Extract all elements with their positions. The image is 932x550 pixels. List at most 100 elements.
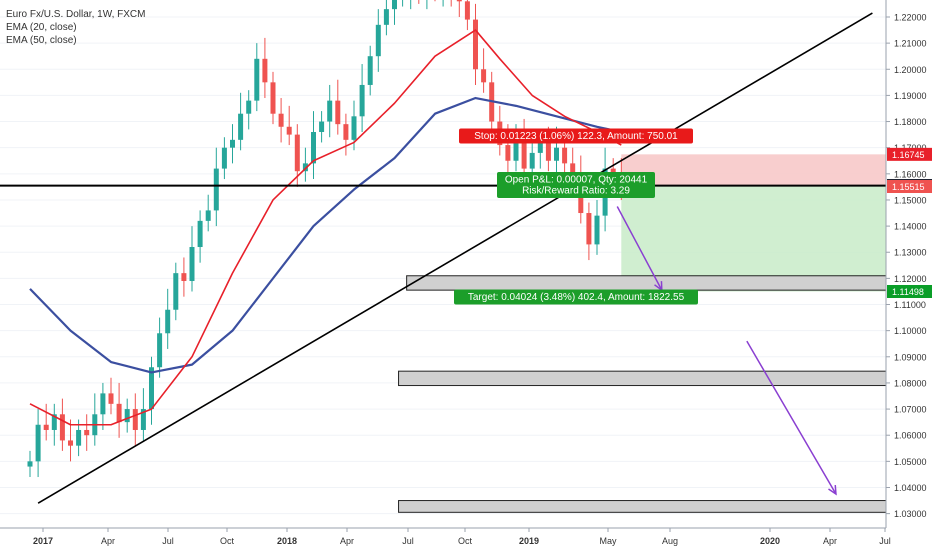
support-zones[interactable] xyxy=(398,275,932,513)
candle-42 xyxy=(367,56,373,85)
support-zone-1[interactable] xyxy=(406,275,932,291)
x-tick-2: Jul xyxy=(162,536,174,546)
candle-34 xyxy=(302,163,308,172)
candle-61 xyxy=(521,134,527,169)
trendline[interactable] xyxy=(37,12,873,504)
stop-zone xyxy=(621,154,897,186)
candle-36 xyxy=(319,121,325,132)
x-tick-12: Apr xyxy=(823,536,837,546)
x-tick-5: Apr xyxy=(340,536,354,546)
y-tick-10: 1.12000 xyxy=(894,274,927,284)
ema20-line xyxy=(29,29,622,426)
candle-72 xyxy=(610,168,616,174)
candle-24 xyxy=(221,147,227,169)
candle-27 xyxy=(246,100,252,114)
candle-53 xyxy=(456,0,462,2)
y-tick-11: 1.11000 xyxy=(894,300,926,310)
candle-29 xyxy=(262,58,268,83)
candle-3 xyxy=(51,414,57,430)
y-tick-12: 1.10000 xyxy=(894,326,927,336)
arrow-head-2 xyxy=(828,484,837,496)
y-tick-8: 1.14000 xyxy=(894,222,927,232)
ema50-line xyxy=(29,96,622,374)
y-tick-16: 1.06000 xyxy=(894,431,927,441)
price-tag-4 xyxy=(887,284,932,298)
candle-63 xyxy=(537,142,543,153)
x-tick-10: Aug xyxy=(662,536,678,546)
candle-20 xyxy=(189,247,195,281)
candle-39 xyxy=(343,124,349,140)
candle-67 xyxy=(570,163,576,177)
price-axis-bg xyxy=(886,0,932,550)
position-zones xyxy=(621,154,897,292)
candle-30 xyxy=(270,82,276,114)
candle-32 xyxy=(286,126,292,135)
candle-70 xyxy=(594,215,600,245)
x-tick-3: Oct xyxy=(220,536,235,546)
candle-23 xyxy=(213,168,219,211)
candle-14 xyxy=(140,409,146,430)
candle-26 xyxy=(238,113,244,140)
candle-10 xyxy=(108,393,114,404)
price-tag-label-3: 1.15515 xyxy=(892,182,925,192)
drawing-lines[interactable] xyxy=(0,12,886,504)
chart-legend: Euro Fx/U.S. Dollar, 1W, FXCM EMA (20, c… xyxy=(6,8,145,47)
risk-reward-label: Risk/Reward Ratio: 3.29 xyxy=(522,186,630,197)
y-tick-6: 1.16000 xyxy=(894,169,927,179)
legend-ema50: EMA (50, close) xyxy=(6,35,77,46)
y-tick-4: 1.18000 xyxy=(894,117,927,127)
candle-5 xyxy=(68,440,73,446)
price-tag-label-0: 1.16745 xyxy=(892,150,925,160)
candle-59 xyxy=(505,145,511,161)
target-label: Target: 0.04024 (3.48%) 402.4, Amount: 1… xyxy=(468,292,685,303)
y-tick-0: 1.22000 xyxy=(894,12,927,22)
y-tick-15: 1.07000 xyxy=(894,405,927,415)
candle-28 xyxy=(254,58,260,101)
legend-title: Euro Fx/U.S. Dollar, 1W, FXCM xyxy=(6,9,146,20)
candle-1 xyxy=(35,424,41,462)
candle-15 xyxy=(149,367,154,410)
time-axis-bg xyxy=(0,528,932,550)
y-tick-2: 1.20000 xyxy=(894,65,927,75)
support-zone-3[interactable] xyxy=(398,500,932,513)
candle-44 xyxy=(383,9,389,25)
x-tick-13: Jul xyxy=(879,536,891,546)
candle-38 xyxy=(335,100,341,125)
target-label-box xyxy=(454,289,698,305)
candle-40 xyxy=(351,116,357,140)
candle-54 xyxy=(464,1,470,20)
candle-19 xyxy=(181,273,187,281)
arrow-1[interactable] xyxy=(616,206,663,291)
position-labels: Stop: 0.01223 (1.06%) 122.3, Amount: 750… xyxy=(454,128,698,305)
support-zone-2[interactable] xyxy=(398,370,932,387)
x-tick-4: 2018 xyxy=(277,536,297,546)
x-tick-8: 2019 xyxy=(519,536,539,546)
candle-7 xyxy=(84,429,90,436)
pnl-label-box xyxy=(497,172,655,198)
legend-ema20: EMA (20, close) xyxy=(6,22,77,33)
x-tick-9: May xyxy=(599,536,617,546)
candle-43 xyxy=(375,24,381,57)
candle-60 xyxy=(513,134,519,161)
target-zone xyxy=(621,185,897,292)
arrow-2[interactable] xyxy=(746,340,837,495)
stop-label-box xyxy=(459,128,693,144)
candles xyxy=(27,0,624,478)
candle-11 xyxy=(116,403,122,423)
candle-37 xyxy=(327,100,333,122)
y-tick-18: 1.04000 xyxy=(894,483,927,493)
candle-21 xyxy=(197,220,203,248)
candle-45 xyxy=(392,0,397,10)
ema-lines xyxy=(29,29,622,426)
candle-12 xyxy=(124,409,130,423)
candle-4 xyxy=(59,414,65,441)
y-tick-1: 1.21000 xyxy=(894,39,927,49)
candle-69 xyxy=(586,213,592,245)
grid xyxy=(0,16,886,515)
candle-16 xyxy=(157,333,163,368)
candle-6 xyxy=(76,429,82,446)
x-tick-6: Jul xyxy=(402,536,414,546)
candle-64 xyxy=(545,142,551,161)
